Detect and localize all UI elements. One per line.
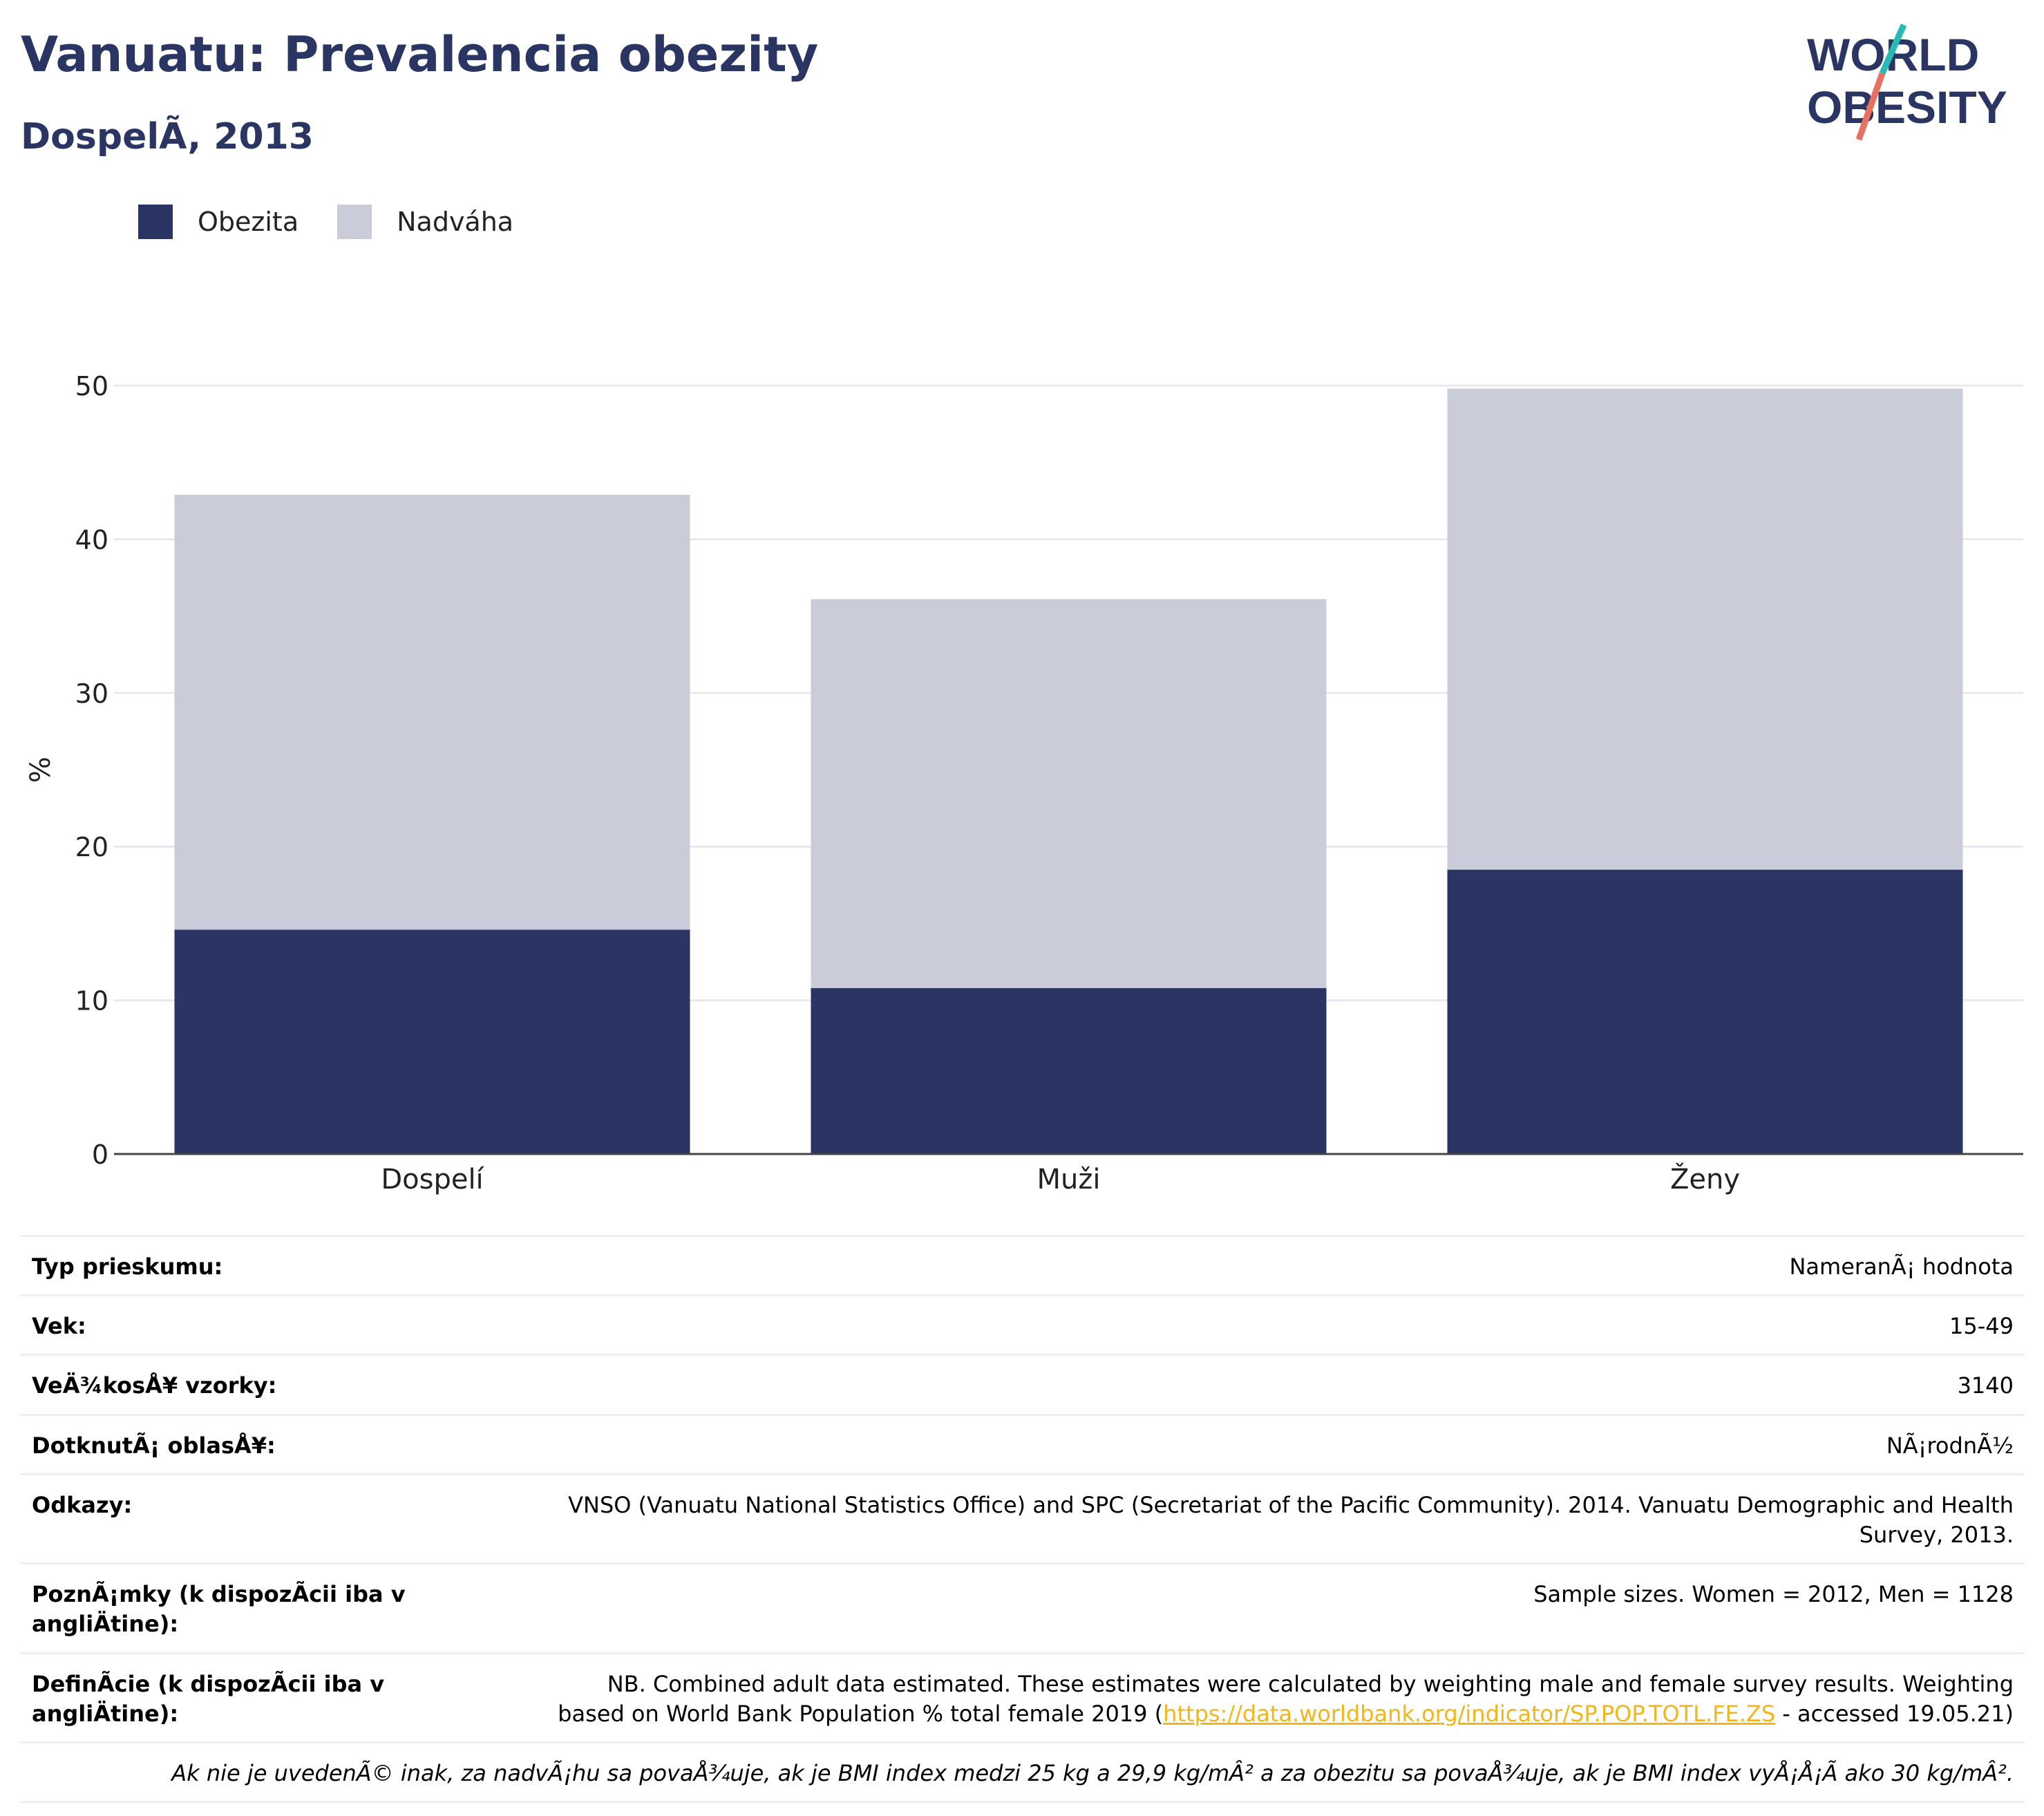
bar-nadvaha-0 (174, 494, 690, 930)
info-key: DotknutÃ¡ oblasÅ¥: (21, 1413, 527, 1475)
legend-label-obezita: Obezita (198, 207, 299, 237)
y-axis-title: % (25, 757, 57, 783)
chart-title: Vanuatu: Prevalencia obezity (21, 26, 819, 83)
bar-obezita-0 (174, 929, 690, 1154)
info-key: Typ prieskumu: (21, 1234, 527, 1296)
info-value: NB. Combined adult data estimated. These… (527, 1652, 2025, 1743)
logo-slash-teal (1879, 23, 1907, 75)
legend-swatch-nadvaha (337, 205, 372, 239)
x-tick-label: Muži (1037, 1164, 1101, 1195)
legend-item-obezita[interactable]: Obezita (138, 205, 299, 239)
y-tick-label: 40 (75, 524, 108, 555)
info-row-references: Odkazy: VNSO (Vanuatu National Statistic… (21, 1473, 2025, 1564)
y-tick-label: 30 (75, 679, 108, 709)
info-key: DefinÃcie (k dispozÃcii iba v angliÄtine… (21, 1652, 527, 1743)
info-value: NÃ¡rodnÃ½ (527, 1413, 2025, 1475)
bar-chart: 0 10 20 30 40 50% Dospelí Muži Ženy (25, 371, 2023, 1195)
worldbank-link[interactable]: https://data.worldbank.org/indicator/SP.… (1163, 1700, 1776, 1727)
info-row-footnote: Ak nie je uvedenÃ© inak, za nadvÃ¡hu sa … (21, 1741, 2025, 1804)
bar-nadvaha-2 (1447, 388, 1963, 870)
info-value: VNSO (Vanuatu National Statistics Office… (527, 1473, 2025, 1564)
y-tick-label: 10 (75, 986, 108, 1016)
info-row-sample: VeÄ¾kosÅ¥ vzorky: 3140 (21, 1354, 2025, 1415)
y-tick-label: 20 (75, 832, 108, 862)
legend: Obezita Nadváha (138, 205, 552, 239)
info-row-survey-type: Typ prieskumu: NameranÃ¡ hodnota (21, 1234, 2025, 1296)
y-tick-label: 50 (75, 371, 108, 401)
legend-swatch-obezita (138, 205, 173, 239)
footnote: Ak nie je uvedenÃ© inak, za nadvÃ¡hu sa … (21, 1741, 2025, 1804)
info-row-age: Vek: 15-49 (21, 1294, 2025, 1355)
bar-nadvaha-1 (811, 599, 1327, 988)
legend-item-nadvaha[interactable]: Nadváha (337, 205, 513, 239)
world-obesity-logo: WORLD OBESITY (1807, 23, 2007, 141)
info-value: NameranÃ¡ hodnota (527, 1234, 2025, 1296)
info-value: 3140 (527, 1354, 2025, 1415)
chart-subtitle: DospelÃ, 2013 (21, 116, 314, 158)
info-row-area: DotknutÃ¡ oblasÅ¥: NÃ¡rodnÃ½ (21, 1413, 2025, 1475)
info-value: 15-49 (527, 1294, 2025, 1355)
legend-label-nadvaha: Nadváha (397, 207, 514, 237)
info-row-notes: PoznÃ¡mky (k dispozÃcii iba v angliÄtine… (21, 1562, 2025, 1653)
bar-obezita-2 (1447, 869, 1963, 1154)
x-tick-label: Ženy (1670, 1162, 1740, 1195)
definition-text: NB. Combined adult data estimated. These… (558, 1670, 2014, 1727)
y-tick-label: 0 (92, 1139, 108, 1170)
info-table: Typ prieskumu: NameranÃ¡ hodnota Vek: 15… (21, 1234, 2025, 1804)
definition-text-end: - accessed 19.05.21) (1775, 1700, 2014, 1727)
bar-obezita-1 (811, 987, 1327, 1154)
logo-text-obesity: OBESITY (1807, 82, 2007, 133)
info-key: Vek: (21, 1294, 527, 1355)
logo-slash-coral (1855, 72, 1886, 141)
info-key: Odkazy: (21, 1473, 527, 1564)
info-key: VeÄ¾kosÅ¥ vzorky: (21, 1354, 527, 1415)
info-key: PoznÃ¡mky (k dispozÃcii iba v angliÄtine… (21, 1562, 527, 1653)
x-tick-label: Dospelí (381, 1164, 484, 1195)
info-value: Sample sizes. Women = 2012, Men = 1128 (527, 1562, 2025, 1653)
info-row-definitions: DefinÃcie (k dispozÃcii iba v angliÄtine… (21, 1652, 2025, 1743)
